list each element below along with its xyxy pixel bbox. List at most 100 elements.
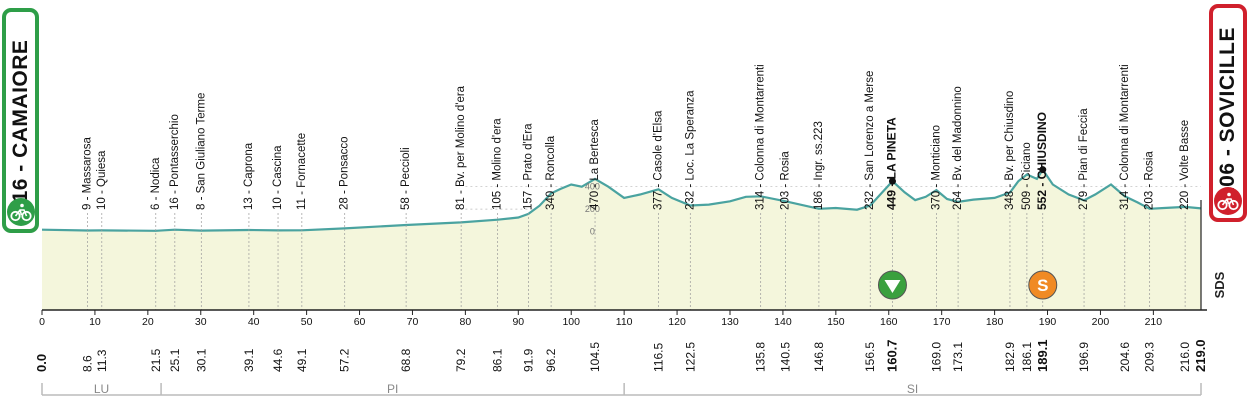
waypoint-label: 220 - Volte Basse (1179, 120, 1191, 210)
waypoint-km-label: 68.8 (399, 348, 413, 372)
waypoint-km-label: 160.7 (884, 339, 899, 372)
finish-km-label: 219.0 (1193, 339, 1208, 372)
waypoint-km-label: 86.1 (491, 348, 505, 372)
axis-tick-label: 160 (880, 316, 898, 328)
axis-tick-label: 90 (512, 316, 524, 328)
axis-tick-label: 0 (39, 316, 45, 328)
axis-tick-label: 210 (1145, 316, 1163, 328)
waypoint-label: 16 - Pontasserchio (169, 114, 181, 210)
waypoint-label: 203 - Rosia (1144, 151, 1156, 210)
waypoint-km-label: 209.3 (1143, 342, 1157, 372)
distance-axis: 0 10 20 30 40 50 60 70 80 90 100 110 120 130 140 150 160… (39, 200, 1207, 328)
waypoint-km-label: 216.0 (1178, 342, 1192, 372)
waypoint-label: 186 - Ingr. ss.223 (813, 121, 825, 210)
waypoint-km-label: 104.5 (588, 342, 602, 372)
axis-tick-label: 10 (89, 316, 101, 328)
axis-tick-label: 100 (562, 316, 580, 328)
waypoint-km-label: 79.2 (454, 348, 468, 372)
waypoint-km-label: 122.5 (683, 342, 697, 372)
waypoint-label: 449 - LA PINETA (884, 117, 898, 210)
start-badge: 16 - CAMAIORE (2, 8, 39, 233)
waypoint-label: 10 - Cascina (272, 145, 284, 210)
profile-area (42, 169, 1201, 310)
waypoint-label: 28 - Ponsacco (339, 136, 351, 210)
start-label: 16 - CAMAIORE (8, 39, 32, 202)
waypoint-label: 340 - Roncolla (545, 135, 557, 210)
waypoint-km-label: 21.5 (149, 348, 163, 372)
finish-badge: 206 - SOVICILLE (1209, 4, 1247, 222)
waypoint-label: 203 - Rosia (780, 151, 792, 210)
gpm-triangle (884, 280, 901, 293)
waypoint-label: 232 - San Lorenzo a Merse (864, 71, 876, 210)
waypoint-km-label: 39.1 (242, 348, 256, 372)
altitude-label: 400 (585, 182, 600, 192)
waypoint-km-label: 182.9 (1003, 342, 1017, 372)
waypoint-km-label: 8.6 (81, 355, 95, 372)
waypoint-label: 279 - Pian di Feccia (1078, 108, 1090, 210)
axis-tick-label: 40 (248, 316, 260, 328)
waypoint-label: 81 - Bv. per Molino d'era (455, 85, 467, 210)
waypoint-label: 314 - Colonna di Montarrenti (755, 64, 767, 210)
waypoint-km-label: 189.1 (1035, 339, 1050, 372)
markers-layer: S (877, 270, 1058, 300)
cyclist-icon (1214, 187, 1242, 215)
province-label: LU (94, 382, 109, 396)
waypoint-km-label: 146.8 (812, 342, 826, 372)
waypoint-label: 377 - Casole d'Elsa (653, 110, 665, 210)
km-labels-layer: 0.0 8.6 11.3 21.5 25.1 30.1 39.1 44.6 49.1 57.2 68… (34, 339, 1208, 372)
waypoint-km-label: 204.6 (1118, 342, 1132, 372)
waypoint-label: 552 - CHIUSDINO (1035, 112, 1049, 210)
waypoint-label: 370 - Monticiano (930, 125, 942, 210)
waypoint-label: 11 - Fornacette (296, 133, 308, 210)
waypoint-km-label: 11.3 (95, 349, 109, 372)
province-label: PI (387, 382, 398, 396)
summit-dot (888, 177, 896, 185)
axis-tick-label: 170 (933, 316, 951, 328)
waypoint-label: 10 - Quiesa (96, 150, 108, 210)
waypoint-km-label: 91.9 (521, 348, 535, 372)
finish-label: 206 - SOVICILLE (1216, 26, 1239, 200)
waypoint-km-label: 135.8 (754, 342, 768, 372)
axis-tick-label: 50 (301, 316, 313, 328)
waypoint-label: 232 - Loc. La Speranza (684, 90, 696, 210)
waypoint-km-label: 96.2 (544, 348, 558, 372)
cyclist-icon (6, 198, 35, 226)
waypoint-label: 9 - Massarosa (82, 137, 94, 210)
axis-tick-label: 30 (195, 316, 207, 328)
sprint-icon (1028, 270, 1058, 300)
axis-tick-label: 80 (460, 316, 472, 328)
waypoint-km-label: 44.6 (271, 348, 285, 372)
axis-tick-label: 20 (142, 316, 154, 328)
waypoint-km-label: 25.1 (168, 348, 182, 372)
axis-tick-label: 190 (1039, 316, 1057, 328)
waypoint-label: 264 - Bv. del Madonnino (952, 86, 964, 210)
waypoint-label: 6 - Nodica (150, 157, 162, 210)
start-km-label: 0.0 (34, 354, 49, 372)
waypoint-km-label: 30.1 (194, 348, 208, 372)
waypoint-label: 470 - La Bertesca (589, 119, 601, 210)
summit-dot (1039, 166, 1047, 174)
axis-tick-label: 130 (721, 316, 739, 328)
waypoint-label: 58 - Peccioli (400, 147, 412, 210)
provinces-bar: LU PI SI (41, 382, 1202, 396)
waypoint-km-label: 57.2 (338, 348, 352, 372)
waypoint-label: 13 - Caprona (243, 142, 255, 210)
waypoints-layer: 9 - Massarosa 10 - Quiesa 6 - Nodica 16 - P… (82, 64, 1191, 310)
province-label: SI (907, 382, 918, 396)
waypoint-km-label: 173.1 (951, 342, 965, 372)
axis-tick-label: 120 (668, 316, 686, 328)
altitude-label: 0 (590, 227, 595, 237)
waypoint-km-label: 169.0 (929, 342, 943, 372)
altitude-label: 200 (585, 204, 600, 214)
waypoint-km-label: 140.5 (779, 342, 793, 372)
axis-tick-label: 70 (407, 316, 419, 328)
axis-tick-label: 110 (616, 316, 633, 328)
waypoint-label: 157 - Prato d'Era (522, 123, 534, 210)
waypoint-label: 509 - Ciciano (1021, 142, 1033, 210)
waypoint-km-label: 49.1 (295, 348, 309, 372)
altitude-labels: 400 200 0 (585, 182, 600, 237)
waypoint-label: 314 - Colonna di Montarrenti (1119, 64, 1131, 210)
waypoint-label: 8 - San Giuliano Terme (195, 93, 207, 210)
axis-tick-label: 200 (1092, 316, 1110, 328)
